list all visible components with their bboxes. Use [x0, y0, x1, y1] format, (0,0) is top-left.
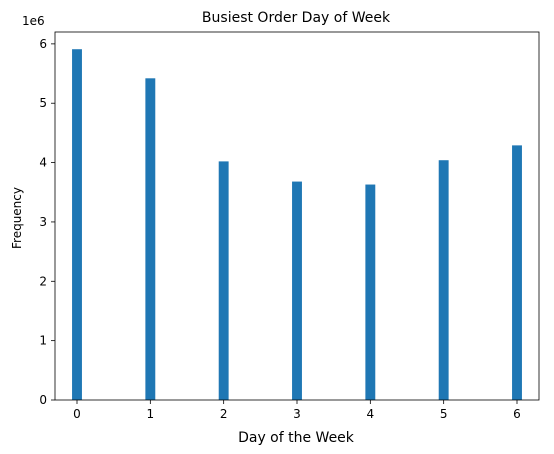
- x-tick-label: 4: [367, 407, 375, 421]
- x-tick-label: 0: [73, 407, 81, 421]
- x-axis-ticks: 0 1 2 3 4 5 6: [73, 400, 521, 421]
- bar-day-2: [218, 161, 229, 400]
- x-tick-label: 1: [147, 407, 155, 421]
- chart-title: Busiest Order Day of Week: [202, 10, 391, 26]
- y-axis-ticks: 0 1 2 3 4 5 6: [39, 37, 55, 407]
- x-tick-label: 5: [440, 407, 448, 421]
- bar-day-0: [72, 49, 82, 401]
- y-tick-label: 0: [39, 393, 47, 407]
- bar-day-3: [292, 181, 302, 400]
- y-offset-label: 1e6: [22, 14, 45, 28]
- y-tick-label: 3: [39, 215, 47, 229]
- y-tick-label: 2: [39, 274, 47, 288]
- y-tick-label: 1: [39, 334, 47, 348]
- axes-frame: [54, 31, 540, 401]
- bars: [72, 49, 522, 401]
- y-tick-label: 4: [39, 156, 47, 170]
- plot-area: 0 1 2 3 4 5 6 0 1 2 3 4 5 6: [39, 31, 540, 421]
- x-tick-label: 2: [220, 407, 228, 421]
- y-axis-label: Frequency: [10, 187, 24, 249]
- x-tick-label: 3: [293, 407, 301, 421]
- bar-day-1: [145, 78, 156, 401]
- y-tick-label: 5: [39, 96, 47, 110]
- bar-day-5: [438, 160, 449, 400]
- x-tick-label: 6: [513, 407, 521, 421]
- bar-day-6: [512, 145, 522, 400]
- y-tick-label: 6: [39, 37, 47, 51]
- bar-day-4: [365, 184, 376, 400]
- x-axis-label: Day of the Week: [238, 430, 355, 446]
